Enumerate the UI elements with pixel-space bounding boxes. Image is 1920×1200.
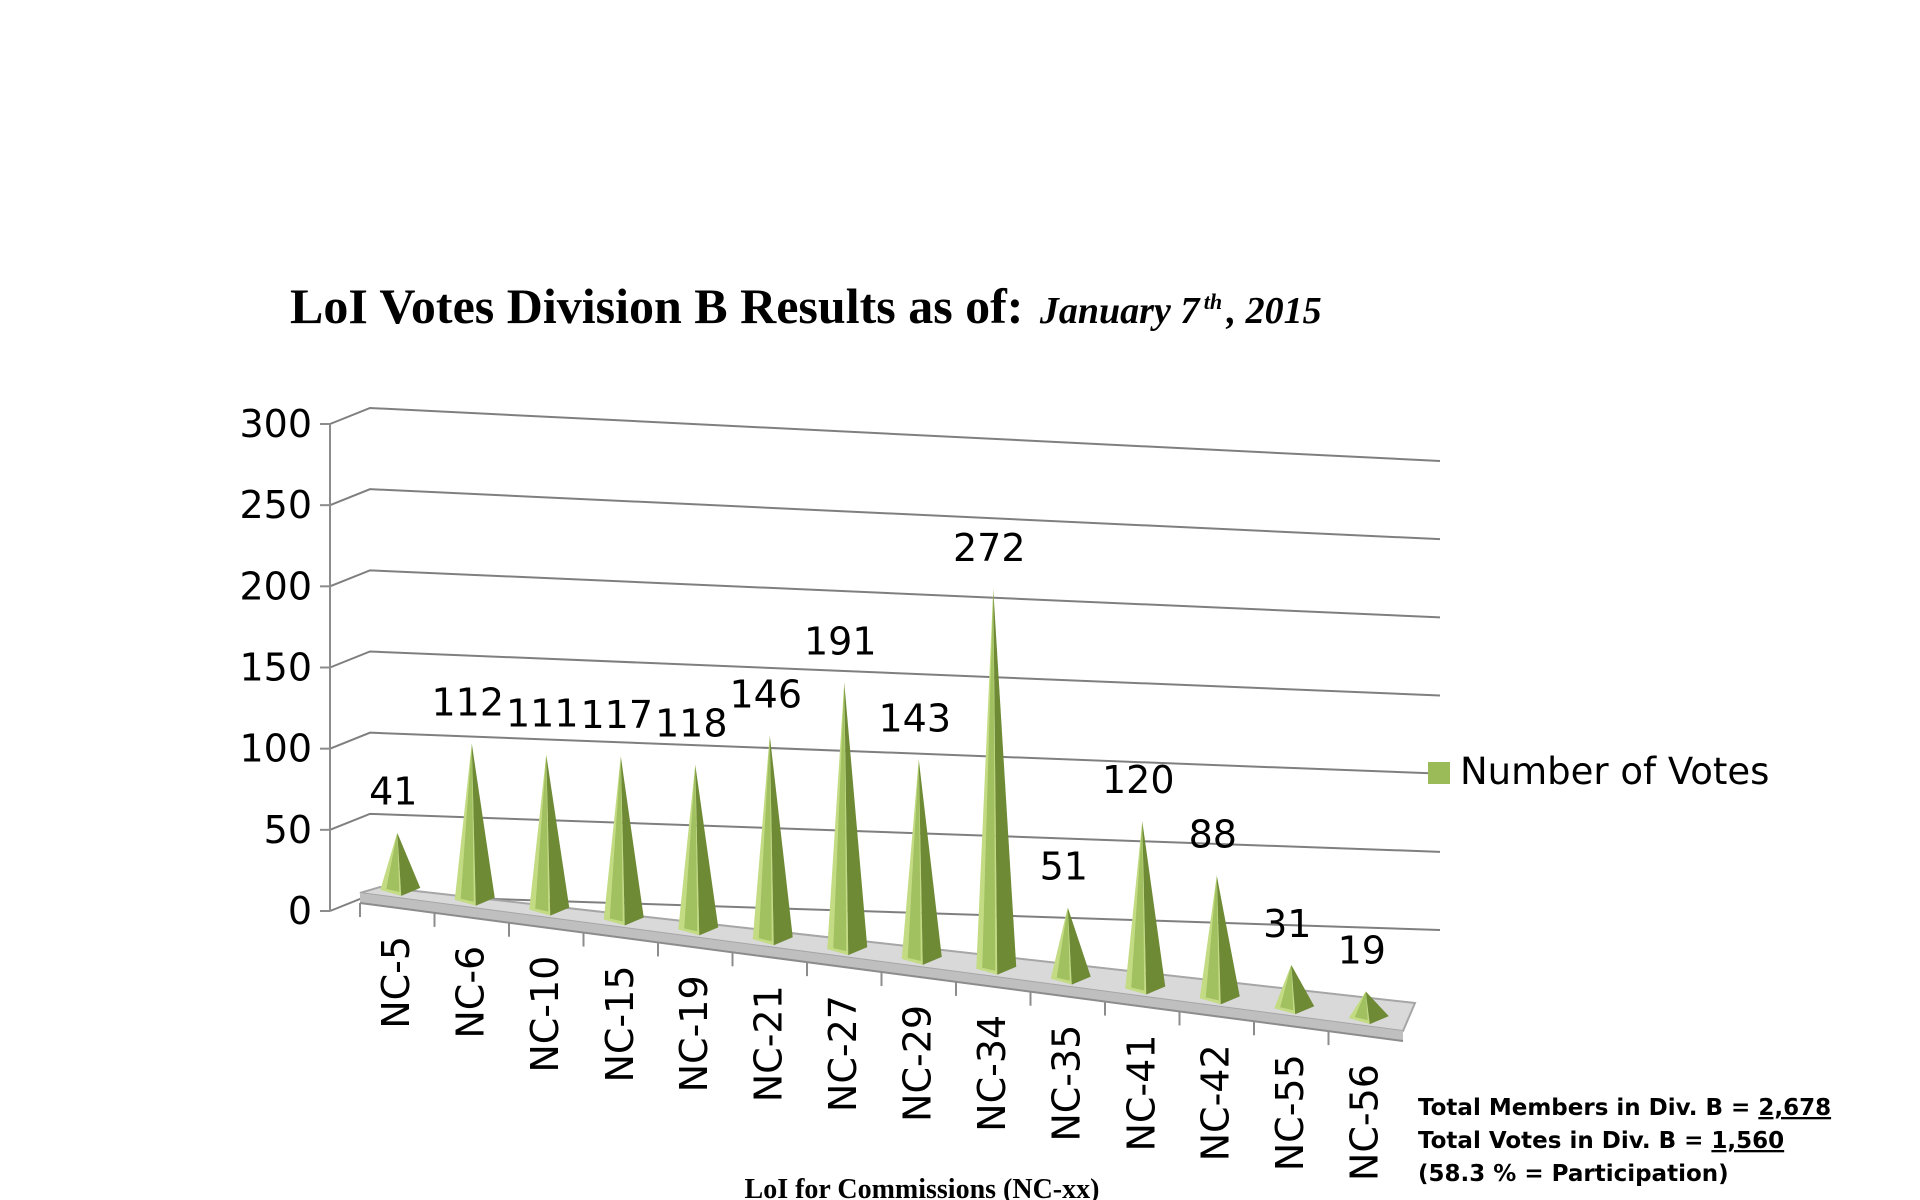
chart-title: LoI Votes Division B Results as of: Janu… <box>290 278 1322 334</box>
x-axis-title: LoI for Commissions (NC-xx) <box>745 1174 1100 1200</box>
x-tick-label: NC-10 <box>523 956 567 1073</box>
bar-face-right <box>1216 875 1240 1005</box>
x-tick-label: NC-5 <box>374 936 418 1029</box>
x-tick-label: NC-34 <box>970 1015 1014 1132</box>
bar <box>460 743 474 902</box>
bar <box>609 756 623 922</box>
y-tick-label: 300 <box>239 402 312 446</box>
gridline <box>329 569 1441 619</box>
data-label: 143 <box>878 696 951 740</box>
bar <box>386 832 400 892</box>
data-label: 191 <box>804 619 877 663</box>
bar <box>1131 820 1145 991</box>
bar <box>1205 875 1219 1001</box>
note-total-members-value: 2,678 <box>1758 1095 1831 1121</box>
x-tick-label: NC-56 <box>1343 1064 1387 1181</box>
bar-face-right <box>1291 964 1315 1015</box>
bar-face-right <box>844 682 868 956</box>
bar-face-right <box>620 756 644 926</box>
bar-face-right <box>1365 991 1389 1025</box>
data-label: 118 <box>655 702 728 746</box>
chart-title-main: LoI Votes Division B Results as of: <box>290 278 1023 334</box>
data-label: 117 <box>580 693 653 737</box>
x-tick-label: NC-15 <box>598 966 642 1083</box>
data-label: 31 <box>1263 902 1311 946</box>
x-tick-label: NC-55 <box>1268 1054 1312 1171</box>
bar-face-right <box>1067 907 1091 985</box>
note-participation: (58.3 % = Participation) <box>1418 1161 1729 1187</box>
bar <box>907 759 921 961</box>
bar <box>758 735 772 942</box>
bar <box>1056 907 1070 981</box>
data-label: 120 <box>1102 758 1175 802</box>
note-total-votes-value: 1,560 <box>1711 1128 1784 1154</box>
x-tick-label: NC-6 <box>449 946 493 1039</box>
bar-face-right <box>769 735 793 946</box>
x-tick-label: NC-27 <box>821 995 865 1112</box>
x-tick-label: NC-29 <box>896 1005 940 1122</box>
bar-face-right <box>993 589 1017 975</box>
data-label: 112 <box>431 680 504 724</box>
x-tick-label: NC-42 <box>1194 1044 1238 1161</box>
bar-face-right <box>546 754 570 916</box>
x-tick-label: NC-21 <box>747 985 791 1102</box>
bar <box>1280 964 1294 1011</box>
legend: Number of Votes <box>1428 750 1769 793</box>
bar-face-right <box>695 764 719 936</box>
legend-label: Number of Votes <box>1460 750 1769 793</box>
bar <box>535 754 549 912</box>
bar <box>982 589 996 971</box>
bar <box>684 764 698 932</box>
note-total-votes-label: Total Votes in Div. B = <box>1418 1128 1711 1154</box>
floor-front <box>360 893 1403 1041</box>
note-total-members: Total Members in Div. B = 2,678 <box>1418 1095 1831 1121</box>
x-tick-label: NC-41 <box>1119 1035 1163 1152</box>
floor-top <box>359 885 1417 1033</box>
legend-swatch <box>1428 762 1450 784</box>
bar-face-right <box>471 743 495 906</box>
data-label: 146 <box>729 672 802 716</box>
chart-title-date: January 7 <box>1039 290 1201 332</box>
chart-title-date-year: , 2015 <box>1226 290 1322 332</box>
y-tick-label: 50 <box>264 808 312 852</box>
data-label: 272 <box>953 526 1026 570</box>
grid-layer <box>329 406 1441 931</box>
y-tick-label: 200 <box>239 564 312 608</box>
bar-face-right <box>918 759 942 965</box>
bar-face-right <box>397 832 421 896</box>
y-tick-label: 150 <box>239 646 312 690</box>
labels-layer: 0 50 100 150 200 250 300 41 NC-5 112 NC-6 111 NC-10 1… <box>239 402 1386 1181</box>
data-label: 19 <box>1338 929 1386 973</box>
bar <box>833 682 847 952</box>
bar-face-right <box>1142 820 1166 995</box>
gridline <box>329 812 1441 853</box>
y-tick-label: 0 <box>288 889 312 933</box>
y-tick-label: 250 <box>239 483 312 527</box>
bars-layer <box>380 589 1389 1025</box>
x-tick-label: NC-19 <box>672 975 716 1092</box>
axis-layer <box>320 423 1404 1046</box>
bar <box>1354 991 1368 1021</box>
data-label: 41 <box>369 770 417 814</box>
note-total-members-label: Total Members in Div. B = <box>1418 1095 1758 1121</box>
gridline <box>329 488 1441 541</box>
data-label: 51 <box>1040 844 1088 888</box>
summary-notes: Total Members in Div. B = 2,678 Total Vo… <box>1418 1095 1831 1187</box>
chart-floor <box>359 885 1417 1041</box>
chart-title-date-suffix: th <box>1204 289 1222 314</box>
x-tick-label: NC-35 <box>1045 1025 1089 1142</box>
gridline <box>329 406 1441 462</box>
note-total-votes: Total Votes in Div. B = 1,560 <box>1418 1128 1784 1154</box>
data-label: 88 <box>1189 813 1237 857</box>
gridline <box>329 650 1441 697</box>
y-tick-label: 100 <box>239 727 312 771</box>
gridline <box>329 731 1441 775</box>
data-label: 111 <box>506 692 579 736</box>
